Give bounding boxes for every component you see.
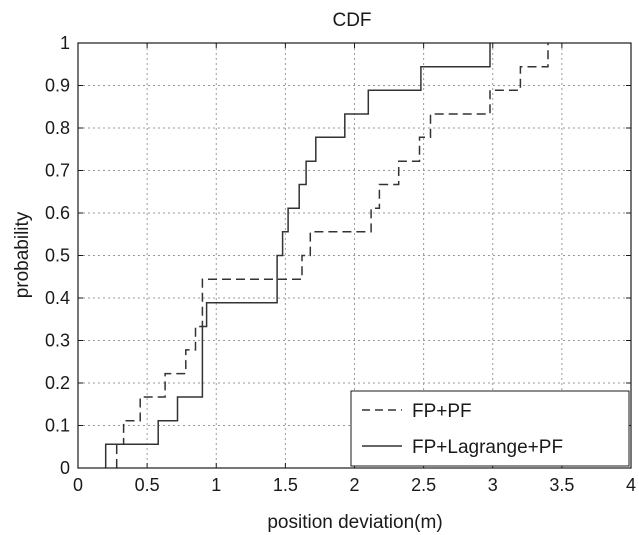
y-tick-label: 0.9 <box>45 76 70 96</box>
y-tick-label: 1 <box>60 33 70 53</box>
y-tick-label: 0.7 <box>45 161 70 181</box>
x-tick-label: 0 <box>73 475 83 495</box>
x-tick-label: 4 <box>626 475 636 495</box>
y-tick-label: 0.1 <box>45 416 70 436</box>
y-tick-label: 0.6 <box>45 203 70 223</box>
x-axis-title: position deviation(m) <box>267 512 442 533</box>
y-tick-label: 0.3 <box>45 331 70 351</box>
x-tick-label: 1.5 <box>273 475 298 495</box>
y-tick-label: 0.5 <box>45 246 70 266</box>
ticks: 0 0.5 1 1.5 2 2.5 3 3.5 4 0 0.1 0.2 0.3 0.4 0.5 0.6 0.7 0… <box>45 33 636 495</box>
series-line-fp-pf <box>115 43 549 468</box>
x-tick-label: 2 <box>349 475 359 495</box>
legend-label-fp-lagrange-pf: FP+Lagrange+PF <box>412 437 563 458</box>
y-tick-label: 0.4 <box>45 288 70 308</box>
y-tick-label: 0 <box>60 458 70 478</box>
legend-label-fp-pf: FP+PF <box>412 401 472 422</box>
x-tick-label: 2.5 <box>411 475 436 495</box>
x-tick-label: 0.5 <box>135 475 160 495</box>
x-tick-label: 3 <box>488 475 498 495</box>
legend: FP+PF FP+Lagrange+PF <box>350 390 630 467</box>
y-tick-label: 0.8 <box>45 118 70 138</box>
y-tick-label: 0.2 <box>45 373 70 393</box>
x-tick-label: 1 <box>211 475 221 495</box>
x-tick-label: 3.5 <box>549 475 574 495</box>
legend-box <box>350 390 630 467</box>
series-line-fp-lagrange-pf <box>104 43 491 468</box>
series-layer <box>104 43 549 468</box>
y-axis-title: probability <box>12 211 33 298</box>
chart-title: CDF <box>332 10 371 31</box>
